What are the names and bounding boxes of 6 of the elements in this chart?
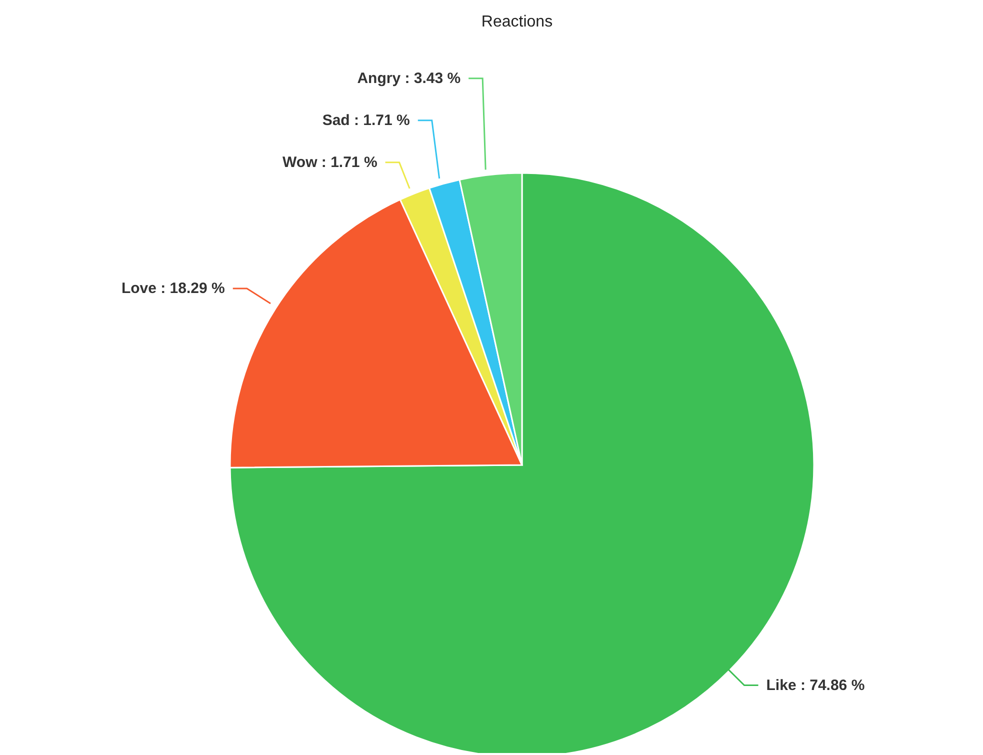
slice-label: Angry : 3.43 %	[357, 70, 461, 87]
slice-label: Wow : 1.71 %	[282, 154, 378, 171]
slice-label: Sad : 1.71 %	[322, 112, 410, 129]
slice-label: Like : 74.86 %	[766, 676, 865, 694]
slice-label: Love : 18.29 %	[121, 280, 225, 297]
chart-title: Reactions	[481, 14, 553, 30]
